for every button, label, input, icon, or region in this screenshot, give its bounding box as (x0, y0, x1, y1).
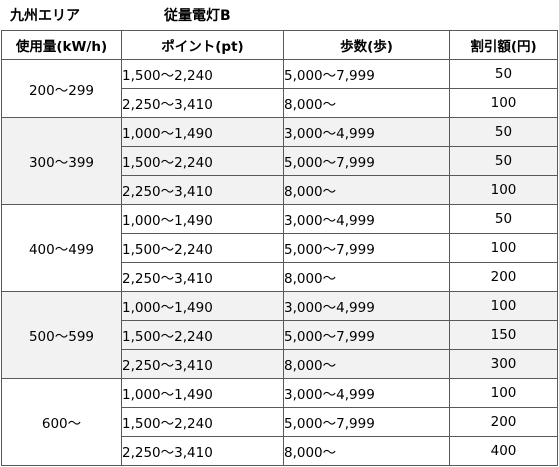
table-row: 1,500〜2,240 5,000〜7,999 50 (2, 146, 558, 176)
discount-amount-cell: 50 (449, 146, 558, 176)
steps-range-cell: 3,000〜4,999 (283, 378, 450, 408)
discount-amount-cell: 100 (449, 175, 558, 205)
usage-range-cell: 400〜499 (1, 204, 122, 292)
discount-amount-cell: 100 (449, 291, 558, 321)
discount-amount-cell: 300 (449, 349, 558, 379)
points-range-cell: 2,250〜3,410 (121, 436, 284, 466)
region-label: 九州エリア (10, 8, 80, 24)
discount-amount-cell: 100 (449, 233, 558, 263)
table-row: 300〜399 1,000〜1,490 3,000〜4,999 50 (1, 117, 558, 205)
points-range-cell: 2,250〜3,410 (121, 349, 284, 379)
steps-range-cell: 8,000〜 (283, 436, 450, 466)
table-row: 400〜499 1,000〜1,490 3,000〜4,999 50 (1, 204, 558, 292)
table-row: 1,500〜2,240 5,000〜7,999 150 (2, 320, 558, 350)
points-range-cell: 1,000〜1,490 (121, 378, 284, 408)
table-row: 600〜 1,000〜1,490 3,000〜4,999 100 (1, 378, 558, 466)
discount-amount-cell: 400 (449, 436, 558, 466)
steps-range-cell: 5,000〜7,999 (283, 320, 450, 350)
table-row: 2,250〜3,410 8,000〜 400 (2, 436, 558, 466)
usage-range-cell: 500〜599 (1, 291, 122, 379)
points-range-cell: 1,000〜1,490 (121, 291, 284, 321)
column-header-steps: 歩数(歩) (283, 30, 450, 60)
discount-amount-cell: 200 (449, 262, 558, 292)
points-range-cell: 2,250〜3,410 (121, 262, 284, 292)
steps-range-cell: 5,000〜7,999 (283, 233, 450, 263)
points-range-cell: 1,500〜2,240 (121, 146, 284, 176)
discount-amount-cell: 100 (449, 88, 558, 118)
steps-range-cell: 5,000〜7,999 (283, 407, 450, 437)
discount-amount-cell: 150 (449, 320, 558, 350)
steps-range-cell: 8,000〜 (283, 88, 450, 118)
steps-range-cell: 8,000〜 (283, 349, 450, 379)
table-row: 2,250〜3,410 8,000〜 100 (2, 175, 558, 205)
discount-amount-cell: 50 (449, 117, 558, 147)
points-range-cell: 2,250〜3,410 (121, 175, 284, 205)
table-row: 500〜599 1,000〜1,490 3,000〜4,999 100 (1, 291, 558, 379)
column-header-points: ポイント(pt) (121, 30, 284, 60)
points-range-cell: 2,250〜3,410 (121, 88, 284, 118)
points-range-cell: 1,500〜2,240 (121, 407, 284, 437)
usage-range-cell: 200〜299 (1, 59, 122, 118)
discount-amount-cell: 50 (449, 204, 558, 234)
points-range-cell: 1,500〜2,240 (121, 233, 284, 263)
table-body: 200〜299 1,500〜2,240 5,000〜7,999 50 2,250〜3,4… (1, 59, 558, 466)
table-row: 1,500〜2,240 5,000〜7,999 100 (2, 233, 558, 263)
steps-range-cell: 8,000〜 (283, 175, 450, 205)
points-range-cell: 1,500〜2,240 (121, 59, 284, 89)
steps-range-cell: 8,000〜 (283, 262, 450, 292)
column-header-discount: 割引額(円) (449, 30, 558, 60)
points-range-cell: 1,000〜1,490 (121, 117, 284, 147)
points-range-cell: 1,000〜1,490 (121, 204, 284, 234)
plan-label: 従量電灯B (164, 8, 231, 24)
steps-range-cell: 3,000〜4,999 (283, 291, 450, 321)
discount-rate-table: 使用量(kW/h) ポイント(pt) 歩数(歩) 割引額(円) 200〜299 1… (1, 30, 558, 466)
table-row: 1,500〜2,240 5,000〜7,999 200 (2, 407, 558, 437)
discount-amount-cell: 50 (449, 59, 558, 89)
discount-amount-cell: 100 (449, 378, 558, 408)
table-row: 200〜299 1,500〜2,240 5,000〜7,999 50 (1, 59, 558, 118)
table-row: 2,250〜3,410 8,000〜 100 (2, 88, 558, 118)
steps-range-cell: 5,000〜7,999 (283, 59, 450, 89)
table-header-row: 使用量(kW/h) ポイント(pt) 歩数(歩) 割引額(円) (1, 30, 558, 60)
usage-range-cell: 300〜399 (1, 117, 122, 205)
points-range-cell: 1,500〜2,240 (121, 320, 284, 350)
usage-range-cell: 600〜 (1, 378, 122, 466)
steps-range-cell: 3,000〜4,999 (283, 204, 450, 234)
steps-range-cell: 5,000〜7,999 (283, 146, 450, 176)
table-row: 2,250〜3,410 8,000〜 200 (2, 262, 558, 292)
steps-range-cell: 3,000〜4,999 (283, 117, 450, 147)
column-header-usage: 使用量(kW/h) (1, 30, 122, 60)
discount-amount-cell: 200 (449, 407, 558, 437)
